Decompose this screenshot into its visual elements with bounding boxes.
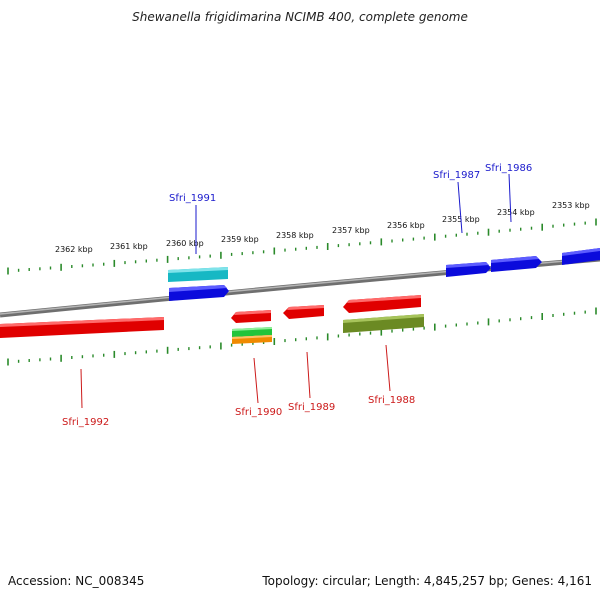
forward-gene-cyan[interactable] xyxy=(168,267,228,282)
leader-line-sfri-1988 xyxy=(385,344,391,392)
leader-line-sfri-1987 xyxy=(457,181,463,234)
gene-label-sfri-1991[interactable]: Sfri_1991 xyxy=(169,193,216,204)
gene-label-sfri-1988[interactable]: Sfri_1988 xyxy=(368,395,415,406)
gene-label-sfri-1986[interactable]: Sfri_1986 xyxy=(485,163,532,174)
reverse-gene-red[interactable] xyxy=(231,310,271,323)
leader-line-sfri-1990 xyxy=(253,357,259,404)
reverse-gene-olive[interactable] xyxy=(343,314,424,333)
reverse-gene-labels: Sfri_1992 Sfri_1990 Sfri_1989 Sfri_1988 xyxy=(62,395,415,428)
forward-gene-blue[interactable] xyxy=(562,248,600,265)
forward-gene-labels: Sfri_1991 Sfri_1987 Sfri_1986 xyxy=(169,163,532,204)
reverse-strand xyxy=(0,295,424,344)
topology-text: Topology: circular; Length: 4,845,257 bp… xyxy=(262,574,592,588)
ruler-label: 2362 kbp xyxy=(55,245,93,254)
leader-line-sfri-1989 xyxy=(306,351,311,399)
reverse-gene-green[interactable] xyxy=(232,327,272,337)
gene-label-sfri-1989[interactable]: Sfri_1989 xyxy=(288,402,335,413)
map-title: Shewanella frigidimarina NCIMB 400, comp… xyxy=(132,10,468,24)
ruler-ticks-upper xyxy=(7,218,597,275)
ruler-label: 2358 kbp xyxy=(276,231,314,240)
ruler-label: 2361 kbp xyxy=(110,242,148,251)
ruler-label: 2357 kbp xyxy=(332,226,370,235)
reverse-gene-orange[interactable] xyxy=(232,335,272,344)
forward-strand xyxy=(168,248,600,301)
ruler-labels: 2362 kbp 2361 kbp 2360 kbp 2359 kbp 2358… xyxy=(55,201,590,254)
ruler-label: 2360 kbp xyxy=(166,239,204,248)
ruler-label: 2354 kbp xyxy=(497,208,535,217)
reverse-gene-red[interactable] xyxy=(343,295,421,313)
reverse-gene-red[interactable] xyxy=(0,317,164,338)
gene-label-sfri-1990[interactable]: Sfri_1990 xyxy=(235,407,282,418)
forward-gene-blue[interactable] xyxy=(169,285,229,301)
label-leaders xyxy=(80,173,512,409)
gene-label-sfri-1992[interactable]: Sfri_1992 xyxy=(62,417,109,428)
ruler-label: 2359 kbp xyxy=(221,235,259,244)
leader-line-sfri-1986 xyxy=(508,173,512,223)
leader-line-sfri-1992 xyxy=(80,368,83,409)
gene-label-sfri-1987[interactable]: Sfri_1987 xyxy=(433,170,480,181)
reverse-gene-red[interactable] xyxy=(283,305,324,319)
forward-gene-blue[interactable] xyxy=(446,262,491,277)
ruler-label: 2353 kbp xyxy=(552,201,590,210)
ruler-label: 2356 kbp xyxy=(387,221,425,230)
accession-text: Accession: NC_008345 xyxy=(8,574,145,588)
forward-gene-blue[interactable] xyxy=(491,256,542,272)
